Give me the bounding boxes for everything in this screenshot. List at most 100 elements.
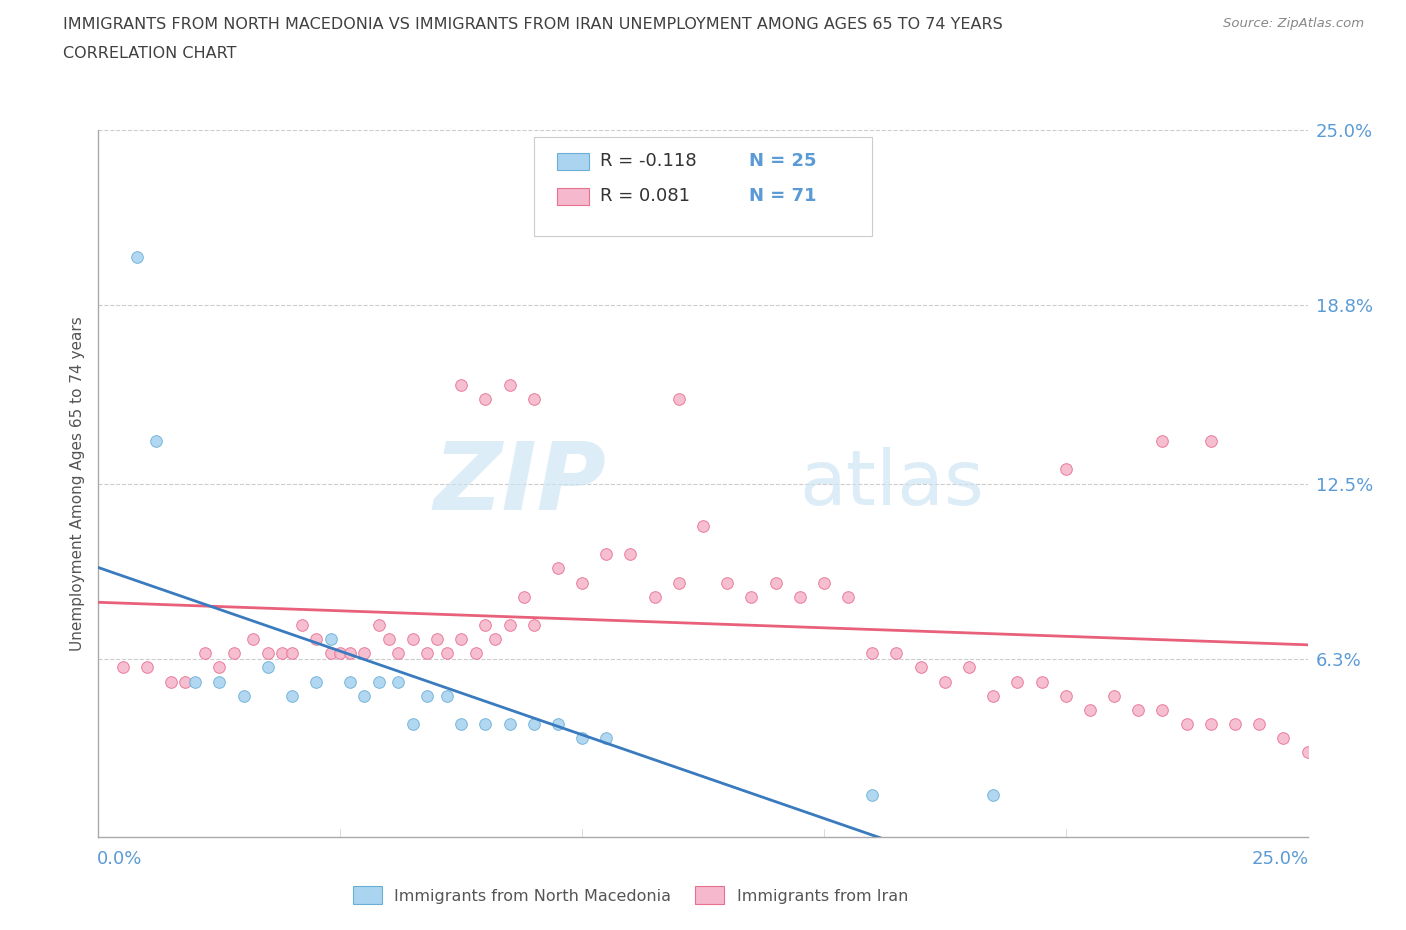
- Point: [1102, 688, 1125, 703]
- Point: [377, 631, 399, 646]
- Point: [450, 631, 472, 646]
- Point: [145, 433, 167, 448]
- Y-axis label: Unemployment Among Ages 65 to 74 years: Unemployment Among Ages 65 to 74 years: [69, 316, 84, 651]
- Point: [1223, 716, 1246, 731]
- Point: [339, 674, 361, 689]
- Point: [789, 590, 811, 604]
- Point: [222, 645, 245, 660]
- Point: [135, 660, 157, 675]
- Text: IMMIGRANTS FROM NORTH MACEDONIA VS IMMIGRANTS FROM IRAN UNEMPLOYMENT AMONG AGES : IMMIGRANTS FROM NORTH MACEDONIA VS IMMIG…: [63, 17, 1002, 32]
- Point: [208, 660, 231, 675]
- Point: [668, 575, 690, 590]
- Point: [111, 660, 134, 675]
- Text: N = 71: N = 71: [749, 187, 817, 205]
- Point: [1054, 462, 1077, 477]
- Point: [1296, 745, 1319, 760]
- Point: [194, 645, 217, 660]
- Legend: Immigrants from North Macedonia, Immigrants from Iran: Immigrants from North Macedonia, Immigra…: [346, 880, 914, 910]
- Point: [436, 645, 458, 660]
- Point: [290, 618, 312, 632]
- Point: [208, 674, 231, 689]
- Point: [981, 787, 1004, 802]
- Point: [353, 645, 375, 660]
- Point: [886, 645, 908, 660]
- Point: [1199, 716, 1222, 731]
- Text: 25.0%: 25.0%: [1251, 850, 1309, 868]
- Point: [160, 674, 183, 689]
- Text: ZIP: ZIP: [433, 438, 606, 529]
- Point: [1054, 688, 1077, 703]
- Point: [329, 645, 352, 660]
- Point: [402, 716, 425, 731]
- Point: [692, 519, 714, 534]
- FancyBboxPatch shape: [534, 138, 872, 236]
- Point: [387, 645, 409, 660]
- Point: [402, 631, 425, 646]
- Point: [474, 716, 496, 731]
- Point: [368, 674, 391, 689]
- Point: [319, 631, 342, 646]
- Point: [619, 547, 641, 562]
- Point: [416, 688, 439, 703]
- Point: [1249, 716, 1271, 731]
- Point: [1078, 702, 1101, 717]
- Point: [474, 392, 496, 406]
- Point: [498, 378, 520, 392]
- Point: [910, 660, 932, 675]
- Point: [571, 575, 593, 590]
- Point: [813, 575, 835, 590]
- Point: [339, 645, 361, 660]
- Point: [498, 618, 520, 632]
- Point: [644, 590, 666, 604]
- Point: [474, 618, 496, 632]
- Text: atlas: atlas: [800, 446, 984, 521]
- Point: [305, 674, 328, 689]
- Point: [305, 631, 328, 646]
- Point: [416, 645, 439, 660]
- Point: [184, 674, 207, 689]
- Point: [498, 716, 520, 731]
- Point: [1152, 433, 1174, 448]
- Point: [860, 787, 883, 802]
- Point: [547, 561, 569, 576]
- Text: Source: ZipAtlas.com: Source: ZipAtlas.com: [1223, 17, 1364, 30]
- Point: [1272, 731, 1295, 746]
- Point: [981, 688, 1004, 703]
- Point: [668, 392, 690, 406]
- Point: [1199, 433, 1222, 448]
- Point: [523, 716, 546, 731]
- Point: [436, 688, 458, 703]
- FancyBboxPatch shape: [557, 153, 589, 170]
- Text: R = 0.081: R = 0.081: [600, 187, 690, 205]
- FancyBboxPatch shape: [557, 188, 589, 206]
- Point: [387, 674, 409, 689]
- Point: [571, 731, 593, 746]
- Point: [353, 688, 375, 703]
- Point: [450, 378, 472, 392]
- Point: [765, 575, 787, 590]
- Point: [547, 716, 569, 731]
- Point: [1031, 674, 1053, 689]
- Point: [1128, 702, 1150, 717]
- Point: [281, 688, 304, 703]
- Point: [426, 631, 449, 646]
- Point: [740, 590, 762, 604]
- Point: [271, 645, 294, 660]
- Text: 0.0%: 0.0%: [97, 850, 142, 868]
- Point: [716, 575, 738, 590]
- Point: [281, 645, 304, 660]
- Point: [174, 674, 197, 689]
- Point: [523, 392, 546, 406]
- Point: [1175, 716, 1198, 731]
- Point: [256, 660, 278, 675]
- Point: [256, 645, 278, 660]
- Point: [242, 631, 264, 646]
- Point: [232, 688, 254, 703]
- Point: [860, 645, 883, 660]
- Point: [319, 645, 342, 660]
- Text: CORRELATION CHART: CORRELATION CHART: [63, 46, 236, 61]
- Point: [837, 590, 859, 604]
- Point: [1007, 674, 1029, 689]
- Point: [595, 547, 617, 562]
- Text: N = 25: N = 25: [749, 152, 817, 169]
